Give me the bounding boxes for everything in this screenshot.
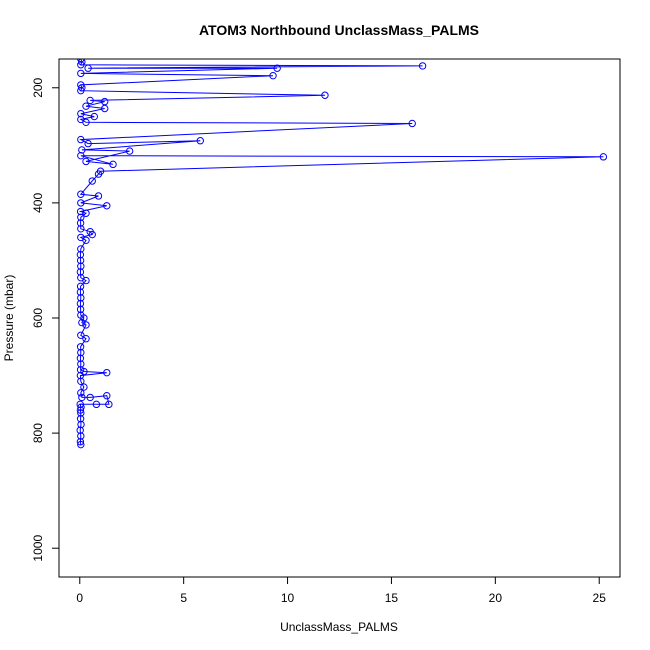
data-point <box>269 71 277 80</box>
data-point <box>86 96 94 105</box>
data-point <box>273 64 281 72</box>
data-point <box>125 147 134 155</box>
x-tick-label: 5 <box>180 591 187 605</box>
data-point <box>599 153 608 161</box>
data-point <box>77 331 85 339</box>
data-point <box>76 426 84 434</box>
data-point <box>76 268 85 276</box>
data-point <box>101 104 109 113</box>
data-point <box>82 321 90 329</box>
data-point <box>77 225 85 233</box>
data-point <box>76 305 85 314</box>
data-point <box>77 69 85 78</box>
data-point <box>76 438 85 446</box>
data-point <box>82 102 90 110</box>
data-point <box>76 288 85 296</box>
data-point <box>76 207 85 216</box>
y-tick-label: 600 <box>31 308 45 328</box>
data-point <box>82 209 90 217</box>
data-point <box>96 167 105 175</box>
data-point <box>77 199 85 207</box>
data-point <box>76 415 85 423</box>
data-point <box>82 157 90 166</box>
data-point <box>77 274 85 282</box>
y-axis: 200 400 600 800 1000 <box>31 77 60 562</box>
data-layer <box>76 59 608 449</box>
data-point <box>80 383 88 391</box>
data-point <box>103 202 111 210</box>
data-point <box>84 139 92 148</box>
data-point <box>76 400 84 409</box>
data-point <box>76 256 85 265</box>
data-point <box>76 219 85 227</box>
data-point <box>77 262 85 270</box>
y-tick-label: 800 <box>31 423 45 443</box>
data-point <box>77 348 85 357</box>
data-point <box>88 177 96 185</box>
data-point <box>101 97 109 106</box>
data-point <box>82 335 90 343</box>
data-point <box>84 64 92 72</box>
x-tick-label: 10 <box>281 591 295 605</box>
data-point <box>76 366 85 374</box>
data-point <box>105 400 113 409</box>
data-point <box>76 282 85 291</box>
data-point <box>109 160 117 169</box>
data-point <box>321 91 329 99</box>
data-point <box>76 299 85 308</box>
data-point <box>77 115 85 124</box>
data-point <box>78 393 86 402</box>
y-tick-label: 400 <box>31 193 45 213</box>
data-point <box>78 318 86 327</box>
data-point <box>77 420 85 429</box>
data-point <box>77 213 85 221</box>
data-point <box>94 192 103 200</box>
data-point <box>103 392 111 400</box>
data-point <box>90 112 99 121</box>
data-point <box>77 245 85 253</box>
data-point <box>76 343 85 351</box>
x-tick-label: 0 <box>76 591 83 605</box>
data-point <box>77 389 85 397</box>
data-point <box>418 62 427 70</box>
data-point <box>77 377 85 386</box>
data-point <box>86 227 94 236</box>
chart-title: ATOM3 Northbound UnclassMass_PALMS <box>199 22 479 38</box>
x-axis: 0 5 10 15 20 25 <box>76 576 607 605</box>
data-point <box>77 360 85 368</box>
data-point <box>76 354 85 362</box>
y-tick-label: 1000 <box>31 535 45 562</box>
data-point <box>77 81 85 89</box>
data-point <box>77 109 85 118</box>
data-point <box>77 440 85 449</box>
y-axis-label: Pressure (mbar) <box>2 275 16 362</box>
data-point <box>77 311 85 319</box>
data-point <box>77 190 85 198</box>
data-point <box>92 400 101 409</box>
y-tick-label: 200 <box>31 77 45 97</box>
x-tick-label: 25 <box>593 591 607 605</box>
data-point <box>76 406 85 414</box>
data-point <box>78 146 86 154</box>
x-tick-label: 20 <box>489 591 503 605</box>
x-axis-label: UnclassMass_PALMS <box>280 620 398 634</box>
series-line <box>78 59 604 445</box>
data-point <box>77 59 85 63</box>
data-point <box>76 250 85 259</box>
data-point <box>77 233 85 242</box>
data-point <box>77 294 85 302</box>
data-point <box>77 403 85 411</box>
data-point <box>196 137 204 145</box>
data-point <box>77 135 85 144</box>
data-point <box>103 368 111 377</box>
data-point <box>86 393 94 402</box>
data-point <box>77 409 85 417</box>
data-point <box>77 151 85 160</box>
data-point <box>77 432 85 440</box>
data-point <box>408 119 416 128</box>
x-tick-label: 15 <box>385 591 399 605</box>
